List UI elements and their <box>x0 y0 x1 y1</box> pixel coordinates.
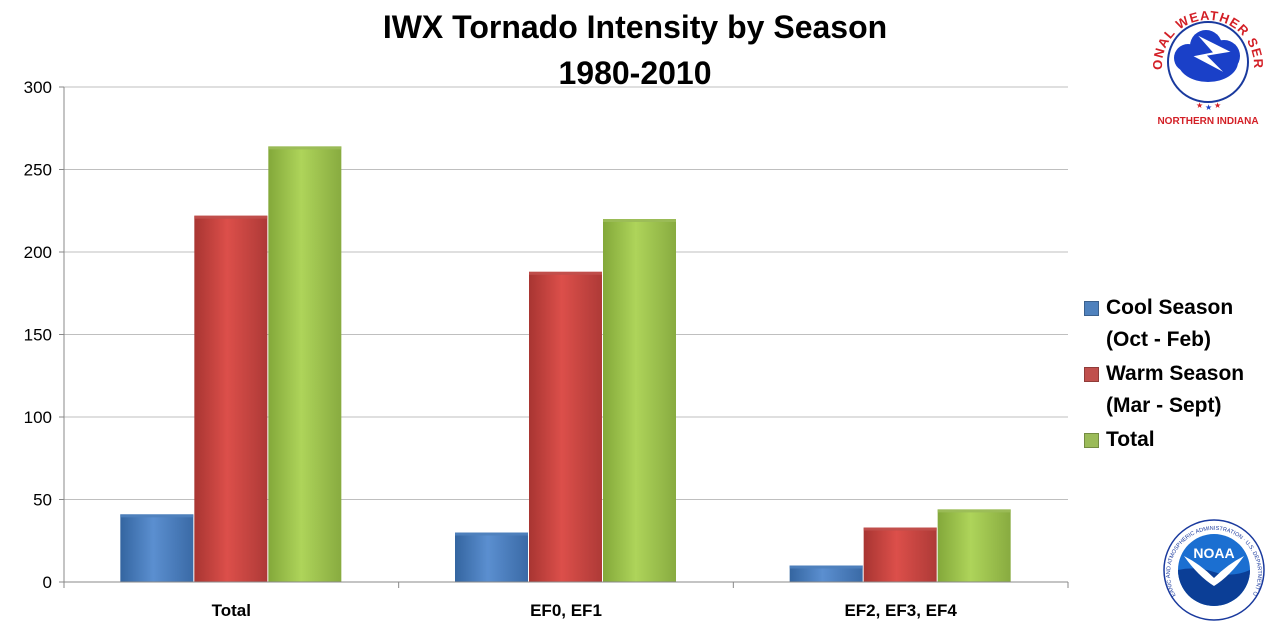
legend-label: Cool Season (Oct - Feb) <box>1106 296 1234 351</box>
bar <box>120 514 194 582</box>
bar-top <box>603 219 676 222</box>
bar <box>455 532 528 582</box>
bar-top <box>120 514 194 518</box>
bar-top <box>194 215 268 219</box>
legend-item: Warm Season (Mar - Sept) <box>1084 358 1264 422</box>
bar-top <box>789 565 863 569</box>
bar-top <box>455 532 528 536</box>
chart-subtitle: 1980-2010 <box>558 55 712 91</box>
noaa-wordmark: NOAA <box>1193 545 1234 561</box>
noaa-logo: NATIONAL OCEANIC AND ATMOSPHERIC ADMINIS… <box>1160 516 1265 621</box>
legend-swatch <box>1084 433 1099 448</box>
bar <box>529 271 602 582</box>
y-tick-label: 150 <box>24 326 52 345</box>
x-category-label: EF2, EF3, EF4 <box>844 601 957 620</box>
legend-swatch <box>1084 367 1099 382</box>
chart-title: IWX Tornado Intensity by Season <box>382 9 888 45</box>
chart-legend: Cool Season (Oct - Feb) Warm Season (Mar … <box>1084 292 1264 458</box>
legend-item: Cool Season (Oct - Feb) <box>1084 292 1264 356</box>
bar <box>863 527 937 582</box>
y-tick-label: 50 <box>33 491 52 510</box>
nws-caption: NORTHERN INDIANA <box>1157 116 1258 127</box>
bar-top <box>268 146 342 150</box>
bar-top <box>863 527 937 531</box>
y-tick-label: 200 <box>24 243 52 262</box>
legend-swatch <box>1084 301 1099 316</box>
bar-top <box>529 271 602 275</box>
legend-item: Total <box>1084 424 1264 456</box>
star-icon: ★ <box>1205 103 1212 112</box>
bar <box>268 146 342 582</box>
star-icon: ★ <box>1196 101 1203 110</box>
x-category-label: Total <box>212 601 251 620</box>
y-tick-label: 250 <box>24 161 52 180</box>
legend-label: Total <box>1106 428 1155 451</box>
bar <box>194 215 268 582</box>
bar-top <box>937 509 1011 513</box>
x-category-label: EF0, EF1 <box>530 601 602 620</box>
y-tick-label: 100 <box>24 408 52 427</box>
bar <box>937 509 1011 582</box>
bar <box>789 565 863 582</box>
nws-logo: NATIONAL WEATHER SERVICE ★ ★ ★ NORTHERN … <box>1146 0 1265 127</box>
legend-label: Warm Season (Mar - Sept) <box>1106 362 1245 417</box>
bar <box>603 219 676 582</box>
star-icon: ★ <box>1214 101 1221 110</box>
y-tick-label: 300 <box>24 78 52 97</box>
y-tick-label: 0 <box>43 573 52 592</box>
